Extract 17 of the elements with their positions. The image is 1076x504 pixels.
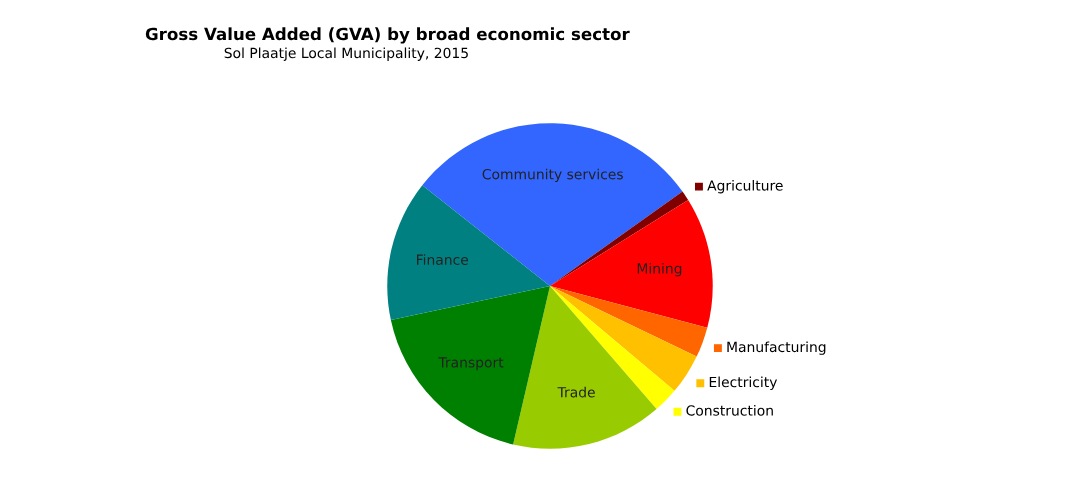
pie-slice [390, 286, 550, 445]
legend-label: Construction [686, 404, 773, 416]
legend-label: Agriculture [707, 179, 783, 194]
slice-label: Finance [417, 254, 469, 265]
pie-slice [550, 200, 713, 328]
legend-label: Manufacturing [727, 341, 826, 355]
pie-slice [550, 286, 675, 410]
pie-slice [550, 286, 708, 357]
chart-subtitle: Sol Plaatje Local Municipality, 2015 [224, 47, 468, 61]
slice-label: Trade [557, 386, 595, 398]
slice-label: Community services [482, 168, 623, 183]
slice-label: Mining [637, 262, 682, 277]
chart-title: Gross Value Added (GVA) by broad economic sector [145, 27, 630, 44]
pie-slice [513, 286, 657, 449]
pie-slice [387, 185, 550, 321]
legend-label: Electricity [709, 376, 778, 390]
slice-label: Transport [438, 357, 504, 371]
